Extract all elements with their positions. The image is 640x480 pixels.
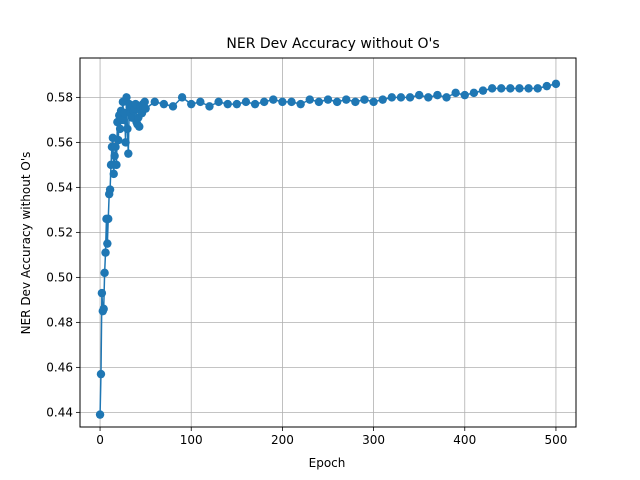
data-point xyxy=(332,97,342,107)
data-point xyxy=(196,97,205,107)
data-point xyxy=(95,410,105,419)
data-point xyxy=(323,95,333,104)
data-point xyxy=(515,84,524,93)
data-point xyxy=(342,95,351,104)
y-tick-label: 0.48 xyxy=(46,315,73,329)
data-point xyxy=(378,95,387,104)
series-markers xyxy=(95,79,561,419)
x-tick-label: 100 xyxy=(180,433,203,447)
data-point xyxy=(214,97,223,107)
data-point xyxy=(177,93,187,102)
x-tick-label: 500 xyxy=(544,433,567,447)
data-point xyxy=(241,97,251,107)
data-point xyxy=(250,99,260,109)
data-point xyxy=(232,99,242,109)
y-axis-ticks: 0.44 0.46 0.48 0.50 0.52 0.54 0.56 0.58 xyxy=(46,90,80,419)
data-point xyxy=(351,97,360,107)
data-point xyxy=(269,95,278,104)
data-point xyxy=(414,90,424,100)
data-point xyxy=(259,97,269,107)
data-point xyxy=(97,288,107,298)
data-point xyxy=(433,90,442,100)
data-point xyxy=(119,115,128,125)
data-point xyxy=(104,214,113,224)
x-axis-title: Epoch xyxy=(309,456,346,470)
data-point xyxy=(469,88,479,98)
y-axis-title: NER Dev Accuracy without O's xyxy=(19,152,33,335)
x-tick-label: 400 xyxy=(453,433,476,447)
data-point xyxy=(150,97,159,107)
y-tick-label: 0.46 xyxy=(46,360,73,374)
y-tick-label: 0.44 xyxy=(46,405,73,419)
data-point xyxy=(524,84,533,93)
data-point xyxy=(223,99,232,109)
data-point xyxy=(168,102,178,111)
data-point xyxy=(140,97,149,107)
data-point xyxy=(278,97,287,107)
data-point xyxy=(296,99,305,109)
data-point xyxy=(533,84,542,93)
x-tick-label: 200 xyxy=(271,433,294,447)
data-point xyxy=(141,104,150,113)
data-point xyxy=(100,268,109,278)
data-point xyxy=(205,102,214,111)
y-tick-label: 0.50 xyxy=(46,270,73,284)
data-point xyxy=(111,142,120,152)
data-point xyxy=(305,95,314,104)
data-point xyxy=(135,122,144,131)
y-tick-label: 0.52 xyxy=(46,225,73,239)
data-point xyxy=(497,84,506,93)
x-tick-label: 300 xyxy=(362,433,385,447)
data-point xyxy=(110,151,119,161)
data-point xyxy=(460,90,469,100)
data-point xyxy=(99,304,108,314)
data-point xyxy=(159,99,169,109)
data-point xyxy=(478,86,488,95)
data-point xyxy=(122,93,131,102)
y-tick-label: 0.54 xyxy=(46,180,73,194)
data-point xyxy=(123,124,132,134)
data-point xyxy=(451,88,460,98)
data-point xyxy=(442,93,451,102)
data-point xyxy=(105,185,115,194)
data-point xyxy=(487,84,497,93)
data-point xyxy=(96,369,106,379)
y-tick-label: 0.56 xyxy=(46,135,73,149)
data-point xyxy=(112,160,121,170)
data-point xyxy=(314,97,324,107)
chart-title: NER Dev Accuracy without O's xyxy=(226,36,439,52)
data-point xyxy=(506,84,515,93)
x-axis-ticks: 0 100 200 300 400 500 xyxy=(96,427,567,447)
data-point xyxy=(387,93,397,102)
data-point xyxy=(103,239,112,248)
data-point xyxy=(360,95,369,104)
y-tick-label: 0.58 xyxy=(46,90,73,104)
data-point xyxy=(551,79,561,89)
data-point xyxy=(114,135,123,145)
data-point xyxy=(405,93,415,102)
data-point xyxy=(542,81,552,91)
data-point xyxy=(424,93,433,102)
data-point xyxy=(369,97,378,107)
data-point xyxy=(115,124,125,134)
data-point xyxy=(396,93,406,102)
x-tick-label: 0 xyxy=(96,433,104,447)
data-point xyxy=(109,169,118,179)
plot-area-frame xyxy=(79,57,577,428)
data-point xyxy=(101,248,110,257)
data-point xyxy=(187,99,196,109)
data-point xyxy=(124,149,133,158)
data-point xyxy=(121,138,130,147)
data-point xyxy=(287,97,296,107)
